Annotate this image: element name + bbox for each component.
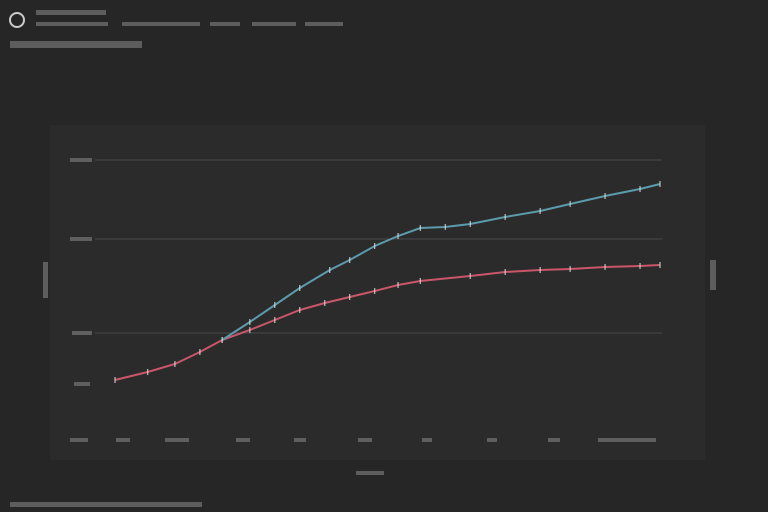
app-icon[interactable] [9, 12, 25, 28]
y-tick-label [74, 382, 90, 386]
menu-item[interactable] [210, 22, 240, 26]
chart-panel [50, 125, 705, 460]
x-tick-label [548, 438, 560, 442]
menu-item[interactable] [36, 22, 108, 26]
app-title [36, 10, 106, 15]
x-tick-label [487, 438, 497, 442]
x-tick-label [236, 438, 250, 442]
page-heading [10, 41, 142, 48]
y-axis-label [43, 262, 48, 298]
y-tick-label [72, 331, 92, 335]
x-tick-labels [70, 438, 656, 442]
menu-item[interactable] [252, 22, 296, 26]
plot-area [114, 181, 661, 383]
menu-item[interactable] [122, 22, 200, 26]
x-tick-label [116, 438, 130, 442]
x-axis-label [356, 471, 384, 475]
x-tick-label [598, 438, 656, 442]
x-tick-label [422, 438, 432, 442]
x-tick-label [165, 438, 189, 442]
status-bar-text [10, 502, 202, 507]
x-tick-label [70, 438, 88, 442]
y-tick-label [70, 158, 92, 162]
series-line [114, 264, 661, 381]
menu-item[interactable] [305, 22, 343, 26]
y-tick-label [70, 237, 92, 241]
y2-axis-label [710, 260, 716, 290]
x-tick-label [358, 438, 372, 442]
x-tick-label [294, 438, 306, 442]
